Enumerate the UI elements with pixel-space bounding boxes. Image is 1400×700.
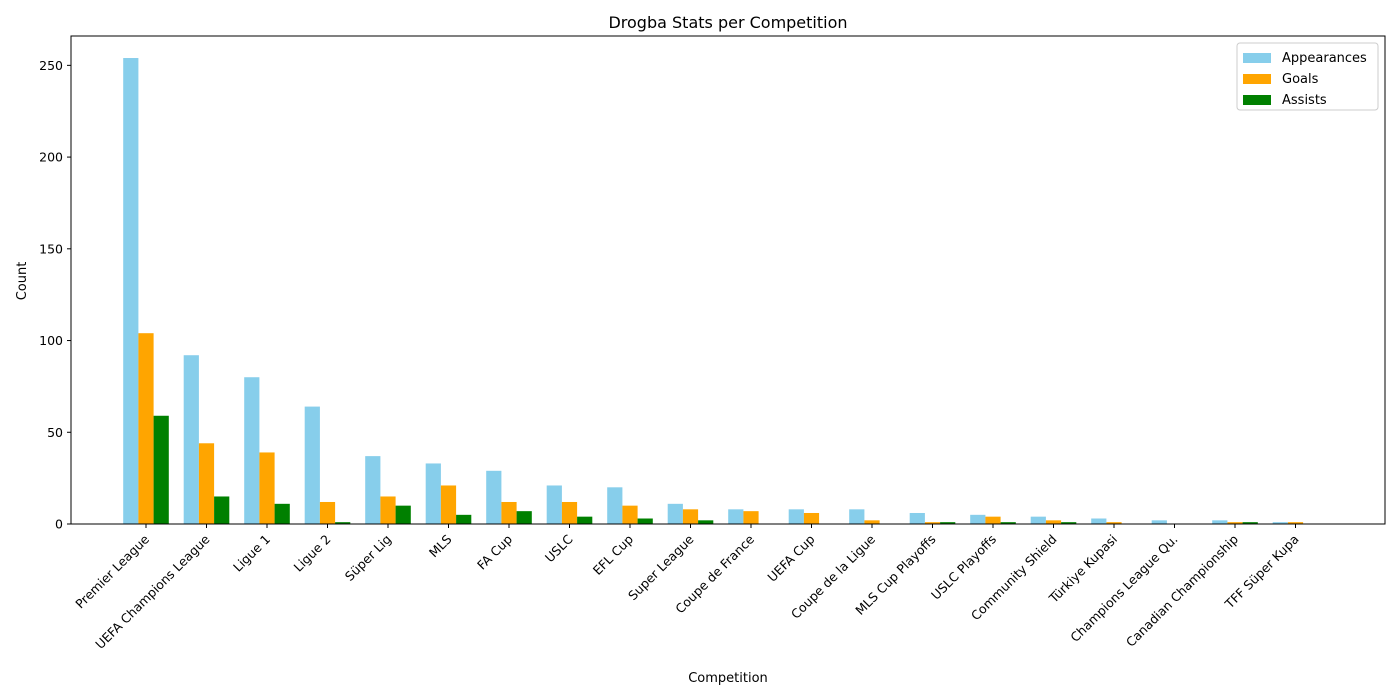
bar-goals-12 xyxy=(864,520,880,524)
y-tick-label: 50 xyxy=(47,425,63,440)
bar-goals-2 xyxy=(259,452,275,524)
bar-assists-0 xyxy=(153,415,169,524)
bar-appearances-12 xyxy=(849,509,865,524)
bar-goals-16 xyxy=(1106,522,1122,524)
y-axis-title: Count xyxy=(15,262,30,301)
bar-assists-13 xyxy=(940,522,956,524)
bar-appearances-11 xyxy=(788,509,804,524)
bar-appearances-17 xyxy=(1151,520,1167,524)
bar-appearances-13 xyxy=(909,512,925,524)
chart-title: Drogba Stats per Competition xyxy=(608,13,847,32)
bar-goals-9 xyxy=(682,509,699,524)
bar-goals-7 xyxy=(561,501,578,524)
y-tick-label: 100 xyxy=(39,333,63,348)
legend-swatch xyxy=(1243,74,1271,84)
bar-appearances-6 xyxy=(486,470,502,524)
bar-appearances-3 xyxy=(304,406,320,524)
x-tick-label: Canadian Championship xyxy=(1123,531,1241,649)
legend-label: Appearances xyxy=(1282,51,1367,66)
x-tick-label: Süper Lig xyxy=(342,532,394,584)
bar-appearances-0 xyxy=(123,58,139,525)
bar-appearances-10 xyxy=(728,509,744,524)
bar-assists-14 xyxy=(1000,522,1016,524)
bar-appearances-16 xyxy=(1091,518,1107,524)
bar-assists-7 xyxy=(577,516,593,524)
y-tick-label: 0 xyxy=(55,517,63,532)
bar-assists-9 xyxy=(698,520,714,524)
bar-appearances-15 xyxy=(1030,516,1046,524)
y-tick-label: 250 xyxy=(39,58,63,73)
x-tick-label: Ligue 2 xyxy=(291,532,334,575)
bar-goals-10 xyxy=(743,511,759,524)
x-tick-label: UEFA Champions League xyxy=(92,531,213,652)
bars-group xyxy=(123,58,1304,525)
bar-appearances-4 xyxy=(365,456,381,524)
bar-assists-8 xyxy=(637,518,653,524)
bar-appearances-1 xyxy=(183,355,199,524)
y-axis: 0 50 100 150 200 250 xyxy=(39,58,71,532)
legend-label: Assists xyxy=(1282,93,1327,108)
x-tick-label: USLC xyxy=(542,531,576,565)
y-tick-label: 150 xyxy=(39,241,63,256)
bar-appearances-18 xyxy=(1212,520,1228,524)
legend-label: Goals xyxy=(1282,72,1319,87)
bar-appearances-8 xyxy=(607,487,623,524)
bar-assists-6 xyxy=(516,511,532,524)
x-tick-label: FA Cup xyxy=(474,531,515,572)
legend-swatch xyxy=(1243,53,1271,63)
x-tick-label: UEFA Cup xyxy=(764,531,817,584)
x-tick-label: Champions League Qu. xyxy=(1067,532,1180,645)
bar-assists-3 xyxy=(335,522,351,524)
bar-assists-1 xyxy=(214,496,230,524)
x-tick-label: MLS xyxy=(426,531,455,560)
bar-assists-2 xyxy=(274,503,290,524)
legend: Appearances Goals Assists xyxy=(1236,42,1379,111)
bar-assists-18 xyxy=(1242,522,1258,524)
bar-goals-11 xyxy=(803,512,820,524)
bar-goals-5 xyxy=(440,485,457,524)
plot-frame xyxy=(70,35,1386,525)
bar-assists-4 xyxy=(395,505,411,524)
bar-goals-4 xyxy=(380,496,396,524)
bar-goals-14 xyxy=(985,516,1001,524)
bar-appearances-9 xyxy=(667,503,683,524)
x-tick-label: Ligue 1 xyxy=(230,532,273,575)
legend-box xyxy=(1236,42,1379,111)
bar-goals-1 xyxy=(198,443,215,524)
legend-swatch xyxy=(1243,95,1271,105)
x-tick-label: EFL Cup xyxy=(590,531,636,577)
bar-goals-0 xyxy=(138,333,154,524)
x-axis-title: Competition xyxy=(688,671,768,686)
bar-appearances-5 xyxy=(425,463,441,524)
bar-assists-15 xyxy=(1061,522,1077,524)
bar-appearances-19 xyxy=(1272,522,1288,524)
bar-goals-13 xyxy=(924,522,941,524)
y-tick-label: 200 xyxy=(39,150,63,165)
bar-goals-18 xyxy=(1227,522,1243,524)
bar-goals-19 xyxy=(1287,522,1304,524)
bar-appearances-2 xyxy=(244,377,260,524)
bar-goals-6 xyxy=(501,501,517,524)
bar-appearances-7 xyxy=(546,485,562,524)
bar-goals-15 xyxy=(1045,520,1062,524)
bar-goals-3 xyxy=(319,501,336,524)
bar-goals-8 xyxy=(622,505,638,524)
bar-appearances-14 xyxy=(970,514,986,524)
bar-assists-5 xyxy=(456,514,472,524)
